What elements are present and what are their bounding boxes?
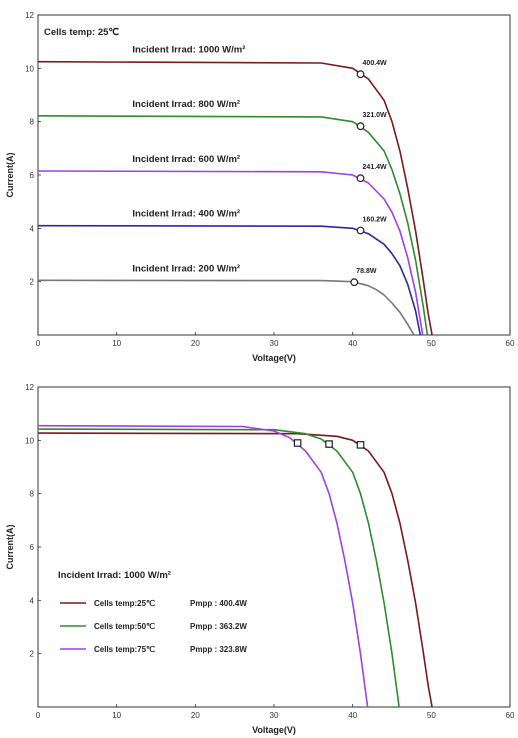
legend-label-75c: Cells temp:75℃: [94, 645, 155, 654]
x-tick-label: 20: [191, 339, 200, 348]
y-axis-label: Current(A): [5, 153, 15, 198]
mpp-power-label: 400.4W: [363, 60, 388, 67]
series-line: [37, 424, 369, 708]
series-line: [37, 428, 400, 708]
legend: Cells temp:25℃ Pmpp : 400.4W Cells temp:…: [60, 599, 247, 654]
mpp-marker: [356, 226, 365, 235]
y-tick-label: 8: [30, 118, 35, 127]
mpp-marker: [350, 278, 359, 287]
x-tick-label: 40: [348, 711, 357, 720]
x-axis-label: Voltage(V): [252, 725, 296, 735]
legend-label-50c: Cells temp:50℃: [94, 622, 155, 631]
legend-pmpp-50c: Pmpp : 363.2W: [190, 622, 247, 631]
y-tick-label: 8: [30, 490, 35, 499]
plot-frame: [37, 386, 511, 708]
y-tick-label: 4: [30, 224, 35, 233]
mpp-markers: [293, 439, 365, 449]
y-tick-label: 6: [30, 171, 35, 180]
x-tick-labels: 0 10 20 30 40 50 60: [36, 332, 515, 348]
mpp-marker: [293, 439, 302, 447]
x-tick-label: 20: [191, 711, 200, 720]
legend-label-25c: Cells temp:25℃: [94, 599, 155, 608]
x-tick-label: 10: [112, 711, 121, 720]
series-line: [37, 224, 422, 336]
irradiance-label: Incident Irrad: 200 W/m²: [132, 263, 240, 274]
irradiance-label: Incident Irrad: 400 W/m²: [132, 209, 240, 220]
mpp-marker: [356, 174, 365, 183]
mpp-power-label: 78.8W: [356, 268, 377, 275]
x-tick-label: 50: [427, 339, 436, 348]
y-tick-label: 10: [25, 64, 34, 73]
mpp-power-label: 241.4W: [363, 164, 388, 171]
y-tick-labels: 2 4 6 8 10 12: [25, 11, 41, 287]
x-tick-label: 40: [348, 339, 357, 348]
mpp-markers: 400.4W 321.0W 241.4W 160.2W 78.8W: [350, 60, 388, 287]
y-tick-label: 12: [25, 11, 34, 20]
iv-chart-temperature: 0 10 20 30 40 50 60 2 4 6 8 10 12 Voltage(V) Curren…: [5, 383, 515, 735]
mpp-marker: [356, 70, 365, 79]
iv-curves: Incident Irrad: 1000 W/m² Incident Irrad:…: [37, 45, 433, 336]
x-tick-labels: 0 10 20 30 40 50 60: [36, 704, 515, 720]
x-tick-label: 60: [506, 339, 515, 348]
y-tick-label: 12: [25, 383, 34, 392]
mpp-power-label: 160.2W: [363, 216, 388, 223]
irradiance-label: Incident Irrad: 800 W/m²: [132, 99, 240, 110]
x-tick-label: 60: [506, 711, 515, 720]
irradiance-label: Incident Irrad: 600 W/m²: [132, 154, 240, 165]
series-line: [37, 60, 433, 336]
x-tick-label: 0: [36, 711, 41, 720]
irradiance-note: Incident Irrad: 1000 W/m²: [58, 570, 171, 581]
iv-curves: [37, 424, 433, 708]
x-axis-label: Voltage(V): [252, 353, 296, 363]
mpp-marker: [356, 441, 365, 449]
series-line: [37, 115, 429, 336]
x-tick-label: 50: [427, 711, 436, 720]
legend-pmpp-25c: Pmpp : 400.4W: [190, 599, 247, 608]
y-tick-labels: 2 4 6 8 10 12: [25, 383, 41, 659]
y-tick-label: 6: [30, 543, 35, 552]
iv-chart-irradiance: 0 10 20 30 40 50 60 2 4 6 8 10 12 Incident Irrad: 1…: [5, 11, 515, 363]
series-line: [37, 170, 424, 336]
mpp-marker: [325, 440, 333, 448]
x-tick-label: 30: [270, 711, 279, 720]
y-tick-label: 2: [30, 650, 35, 659]
series-line: [37, 432, 433, 708]
mpp-marker: [356, 122, 365, 131]
legend-pmpp-75c: Pmpp : 323.8W: [190, 645, 247, 654]
x-tick-label: 10: [112, 339, 121, 348]
x-tick-label: 30: [270, 339, 279, 348]
y-axis-label: Current(A): [5, 525, 15, 570]
y-tick-label: 4: [30, 596, 35, 605]
irradiance-label: Incident Irrad: 1000 W/m²: [132, 45, 245, 56]
x-tick-label: 0: [36, 339, 41, 348]
y-tick-label: 2: [30, 278, 35, 287]
y-tick-label: 10: [25, 436, 34, 445]
cells-temp-note: Cells temp: 25℃: [44, 27, 119, 38]
series-line: [37, 279, 415, 336]
mpp-power-label: 321.0W: [363, 112, 388, 119]
